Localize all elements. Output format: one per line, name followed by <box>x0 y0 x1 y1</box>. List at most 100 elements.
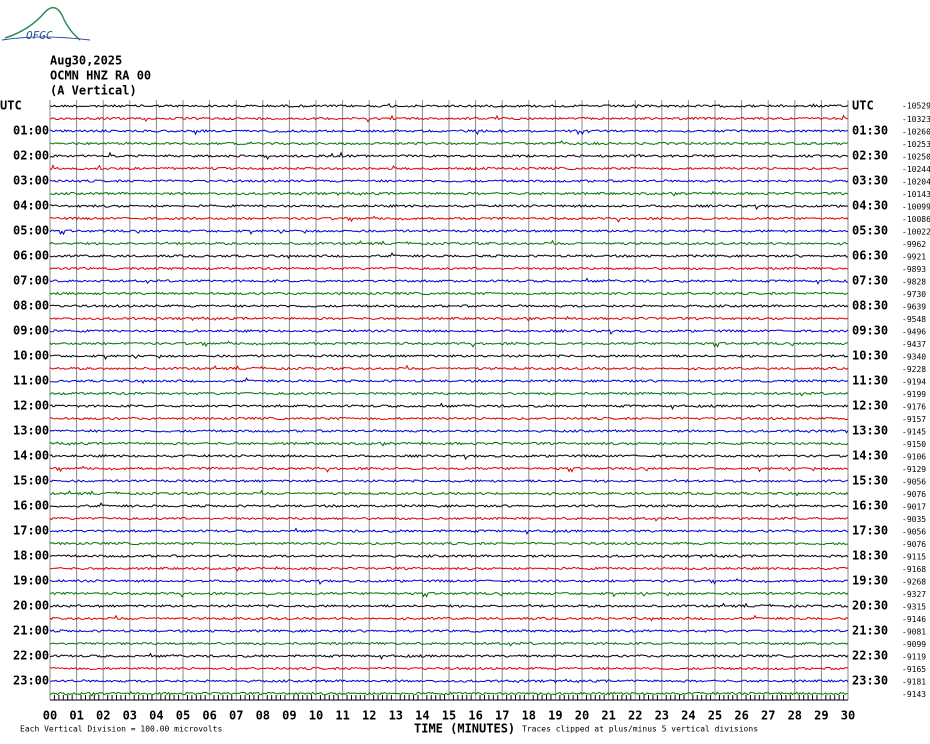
right-time-label: 22:30 <box>852 649 888 663</box>
x-tick-label: 05 <box>176 709 190 723</box>
x-tick-label: 24 <box>681 709 695 723</box>
trace <box>49 140 849 146</box>
trace <box>49 164 849 171</box>
x-tick-label: 04 <box>149 709 163 723</box>
offset-label: -10244 <box>902 165 930 174</box>
trace <box>49 329 849 336</box>
offset-label: -9437 <box>902 340 926 349</box>
trace <box>49 277 849 285</box>
trace <box>49 304 849 308</box>
x-tick-label: 01 <box>69 709 83 723</box>
x-tick-label: 22 <box>628 709 642 723</box>
trace <box>49 402 849 410</box>
left-time-label: 16:00 <box>13 499 49 513</box>
trace <box>49 666 849 671</box>
left-time-label: 05:00 <box>13 224 49 238</box>
trace <box>49 416 849 421</box>
trace <box>49 591 849 598</box>
right-time-label: 13:30 <box>852 424 888 438</box>
trace <box>49 179 849 183</box>
station: OCMN HNZ RA 00 <box>50 69 151 83</box>
x-tick-label: 15 <box>442 709 456 723</box>
left-time-label: 11:00 <box>13 374 49 388</box>
trace <box>49 652 849 660</box>
offset-label: -9076 <box>902 490 926 499</box>
x-tick-label: 09 <box>282 709 296 723</box>
offset-label: -9017 <box>902 503 926 512</box>
trace <box>49 478 849 483</box>
trace <box>49 391 849 397</box>
offset-label: -9176 <box>902 403 926 412</box>
trace <box>49 340 849 348</box>
date: Aug30,2025 <box>50 54 122 68</box>
scale-note: Each Vertical Division = 100.00 microvol… <box>20 725 222 734</box>
right-time-label: 03:30 <box>852 174 888 188</box>
trace <box>50 565 849 572</box>
left-time-label: 08:00 <box>13 299 49 313</box>
trace <box>49 215 849 223</box>
trace <box>49 190 849 197</box>
right-time-label: 19:30 <box>852 574 888 588</box>
offset-label: -9115 <box>902 553 926 562</box>
offset-label: -9730 <box>902 290 926 299</box>
offset-label: -10099 <box>902 203 930 212</box>
right-time-label: 07:30 <box>852 274 888 288</box>
x-tick-label: 10 <box>309 709 323 723</box>
offset-label: -10529 <box>902 102 930 111</box>
trace <box>49 678 849 684</box>
left-time-label: 23:00 <box>13 674 49 688</box>
x-tick-label: 27 <box>761 709 775 723</box>
offset-label: -9157 <box>902 415 926 424</box>
x-tick-label: 08 <box>256 709 270 723</box>
x-tick-label: 26 <box>734 709 748 723</box>
offset-label: -10204 <box>902 178 930 187</box>
offset-label: -9962 <box>902 240 926 249</box>
offset-label: -10022 <box>902 228 930 237</box>
right-time-label: 20:30 <box>852 599 888 613</box>
trace <box>50 578 848 586</box>
logo: OFGC <box>26 29 53 42</box>
right-time-label: 06:30 <box>852 249 888 263</box>
trace <box>49 527 849 535</box>
trace <box>49 454 849 461</box>
right-time-label: 09:30 <box>852 324 888 338</box>
offset-label: -9268 <box>902 578 926 587</box>
offset-label: -9168 <box>902 565 926 574</box>
trace <box>49 364 849 371</box>
right-time-label: 12:30 <box>852 399 888 413</box>
logo-line <box>1 36 91 41</box>
x-tick-label: 14 <box>415 709 429 723</box>
offset-label: -9150 <box>902 440 926 449</box>
logo-curve <box>4 6 81 41</box>
offset-label: -9056 <box>902 528 926 537</box>
trace <box>49 353 849 360</box>
trace <box>49 629 848 633</box>
offset-label: -9199 <box>902 390 926 399</box>
left-time-label: 09:00 <box>13 324 49 338</box>
trace <box>49 553 849 559</box>
left-time-label: 17:00 <box>13 524 49 538</box>
offset-label: -9315 <box>902 603 926 612</box>
x-tick-label: 03 <box>123 709 137 723</box>
offset-label: -9228 <box>902 365 926 374</box>
x-tick-label: 13 <box>389 709 403 723</box>
x-tick-label: 23 <box>655 709 669 723</box>
trace <box>49 614 849 622</box>
trace <box>49 229 849 236</box>
x-tick-label: 28 <box>788 709 802 723</box>
trace <box>49 291 849 296</box>
trace <box>49 690 849 697</box>
x-tick-label: 11 <box>335 709 349 723</box>
offset-label: -9143 <box>902 690 926 699</box>
right-time-label: 01:30 <box>852 124 888 138</box>
right-time-label: 10:30 <box>852 349 888 363</box>
offset-label: -9828 <box>902 278 926 287</box>
left-time-label: 22:00 <box>13 649 49 663</box>
trace <box>49 429 849 434</box>
offset-label: -9081 <box>902 628 926 637</box>
x-tick-label: 16 <box>468 709 482 723</box>
x-tick-label: 06 <box>202 709 216 723</box>
offset-label: -9106 <box>902 453 926 462</box>
right-time-label: 02:30 <box>852 149 888 163</box>
right-time-label: 08:30 <box>852 299 888 313</box>
